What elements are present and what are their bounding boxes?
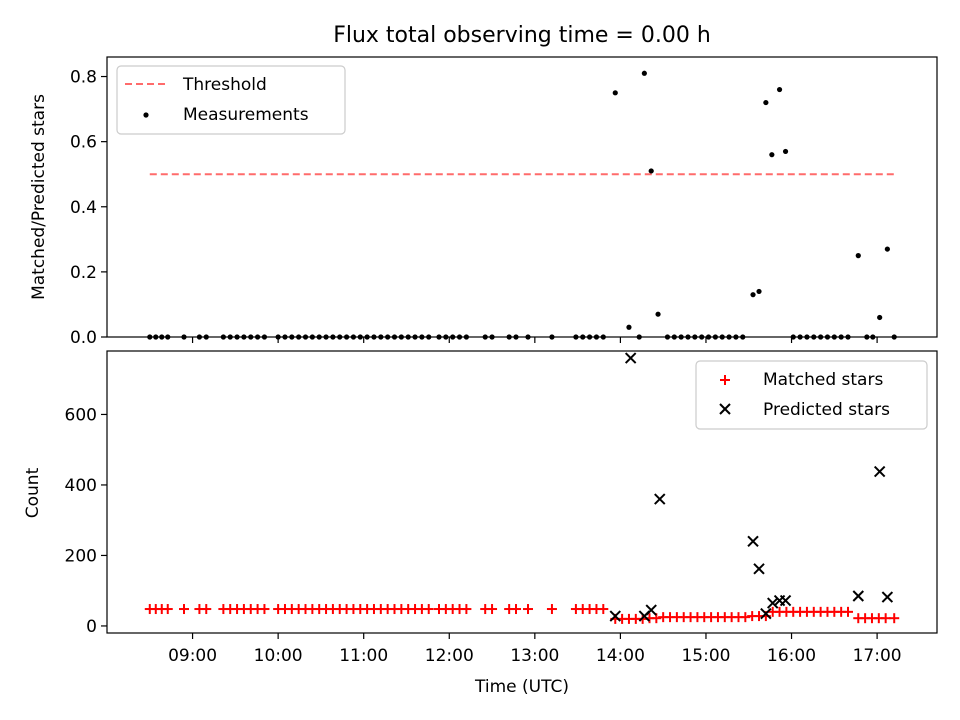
y-tick-label: 200 xyxy=(65,546,97,566)
x-tick-label: 12:00 xyxy=(425,646,474,666)
data-point xyxy=(612,90,618,96)
x-axis-label: Time (UTC) xyxy=(474,677,569,697)
data-point xyxy=(852,590,864,602)
data-point-b xyxy=(760,607,772,620)
legend-matched-swatch xyxy=(720,375,730,385)
data-point xyxy=(522,604,533,615)
data-point xyxy=(655,311,661,317)
swatch-b xyxy=(719,403,731,415)
data-point xyxy=(756,288,762,295)
data-point xyxy=(654,493,666,505)
y-tick-label: 600 xyxy=(65,405,97,425)
y-tick-label: 0.4 xyxy=(70,198,97,218)
data-point-b xyxy=(779,594,792,607)
x-tick-label: 16:00 xyxy=(767,646,816,666)
y-tick-label: 0.6 xyxy=(70,133,97,153)
data-point-b xyxy=(881,591,894,603)
data-point xyxy=(645,604,657,616)
top-y-axis-label: Matched/Predicted stars xyxy=(29,94,49,300)
data-point xyxy=(461,604,472,615)
y-tick-label: 0.8 xyxy=(70,68,97,88)
data-point xyxy=(877,314,883,321)
bottom-panel: 0 200 400 600 09:00 10:00 11:00 12:00 13:00 14:00… xyxy=(65,350,938,666)
y-tick-label: 400 xyxy=(65,476,97,496)
data-point-b xyxy=(645,604,657,616)
data-point xyxy=(179,604,190,615)
data-point xyxy=(769,152,775,158)
bottom-y-axis-label: Count xyxy=(23,467,43,518)
series-predicted-stars xyxy=(609,352,894,622)
data-point xyxy=(648,168,654,174)
y-tick-label: 0.2 xyxy=(70,263,97,283)
data-point-b xyxy=(767,597,779,609)
data-point xyxy=(624,352,637,364)
x-tick-label: 11:00 xyxy=(339,646,388,666)
legend-measurements-swatch xyxy=(143,112,149,118)
top-plot-frame xyxy=(106,56,938,338)
legend-predicted-swatch xyxy=(719,403,731,415)
data-point xyxy=(767,597,779,609)
x-tick-label: 13:00 xyxy=(510,646,559,666)
data-point xyxy=(880,613,891,624)
data-point xyxy=(546,604,557,615)
series-matched-stars xyxy=(144,604,900,624)
y-tick-label: 0 xyxy=(86,617,97,637)
top-panel: 0.0 0.2 0.4 0.6 0.8 Threshold Measurements xyxy=(70,56,938,348)
data-point xyxy=(889,613,900,624)
legend-measurements-label: Measurements xyxy=(183,105,309,125)
x-tick-label: 15:00 xyxy=(681,646,730,666)
data-point xyxy=(201,604,212,615)
data-point xyxy=(511,604,522,615)
top-legend: Threshold Measurements xyxy=(116,65,346,135)
data-point-b xyxy=(624,352,637,364)
legend-threshold-label: Threshold xyxy=(182,75,267,95)
data-point-b xyxy=(747,535,759,548)
data-point xyxy=(609,610,621,622)
data-point xyxy=(884,246,890,252)
data-point-b xyxy=(609,610,621,622)
data-point xyxy=(782,148,789,155)
data-point xyxy=(423,604,434,615)
data-point xyxy=(779,594,792,607)
legend-box xyxy=(695,360,928,430)
data-point xyxy=(740,612,751,623)
data-point xyxy=(855,253,861,259)
x-tick-label: 09:00 xyxy=(168,646,217,666)
data-point-b xyxy=(873,465,886,478)
data-point xyxy=(747,535,759,548)
data-point xyxy=(162,604,173,615)
legend-box xyxy=(116,65,346,135)
bottom-legend: Matched stars Predicted stars xyxy=(695,360,928,430)
x-tick-label: 17:00 xyxy=(853,646,902,666)
top-chart-title: Flux total observing time = 0.00 h xyxy=(333,23,711,48)
bottom-plot-frame xyxy=(106,350,938,634)
data-point xyxy=(753,563,765,575)
data-point xyxy=(598,604,609,615)
legend-matched-label: Matched stars xyxy=(763,370,883,390)
data-point xyxy=(873,465,886,478)
data-point xyxy=(776,86,783,93)
data-point xyxy=(760,607,772,620)
data-point xyxy=(626,324,632,330)
x-tick-label: 10:00 xyxy=(254,646,303,666)
data-point xyxy=(487,604,498,615)
legend-predicted-label: Predicted stars xyxy=(763,400,890,420)
data-point-b xyxy=(654,493,666,505)
data-point xyxy=(750,292,756,298)
data-point-b xyxy=(852,590,864,602)
x-tick-label: 14:00 xyxy=(596,646,645,666)
data-point-b xyxy=(753,563,765,575)
data-point xyxy=(881,591,894,603)
data-point xyxy=(843,606,854,617)
data-point xyxy=(641,70,647,76)
y-tick-label: 0.0 xyxy=(70,328,97,348)
data-point xyxy=(259,604,270,615)
data-point xyxy=(763,99,769,106)
